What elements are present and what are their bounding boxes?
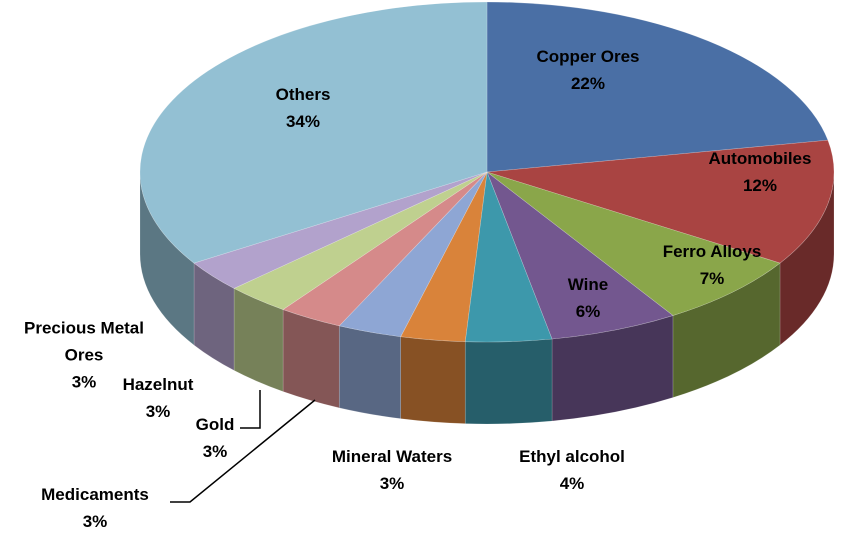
slice-side: [464, 338, 553, 425]
category-label: Wine: [567, 275, 609, 294]
slice-label: Precious Metal Ores 3%: [9, 315, 159, 396]
category-label: Precious Metal Ores: [24, 318, 144, 365]
category-label: Ferro Alloys: [662, 242, 762, 261]
slice: [282, 171, 488, 327]
slice-label: Gold 3%: [196, 411, 235, 465]
value-label: 12%: [742, 176, 778, 195]
slice-side: [400, 336, 466, 424]
slice: [486, 171, 674, 340]
value-label: 34%: [285, 112, 321, 131]
value-label: 3%: [71, 372, 97, 392]
slice: [233, 171, 488, 310]
slice-side: [282, 309, 340, 409]
value-label: 4%: [559, 474, 585, 493]
category-label: Gold: [195, 415, 235, 434]
slice-label: Wine 6%: [568, 271, 608, 325]
slice-label: Ferro Alloys 7%: [663, 238, 762, 292]
slice-label: Medicaments 3%: [41, 481, 149, 535]
slice: [486, 171, 781, 316]
slice-label: Ethyl alcohol 4%: [519, 443, 625, 497]
slice: [486, 1, 829, 173]
slice: [464, 171, 553, 343]
slice-label: Automobiles 12%: [709, 145, 812, 199]
category-label: Automobiles: [708, 149, 812, 168]
slice-label: Hazelnut 3%: [123, 371, 194, 425]
value-label: 3%: [145, 402, 171, 421]
slice: [139, 1, 488, 264]
slice-label: Copper Ores 22%: [537, 43, 640, 97]
value-label: 3%: [379, 474, 405, 493]
slice-label: Mineral Waters 3%: [332, 443, 452, 497]
slice: [338, 171, 488, 337]
category-label: Others: [275, 85, 331, 104]
slice-label: Others 34%: [276, 81, 331, 135]
value-label: 22%: [570, 74, 606, 93]
slice: [400, 171, 488, 342]
category-label: Ethyl alcohol: [519, 447, 625, 466]
leader-line: [240, 390, 261, 429]
value-label: 6%: [575, 302, 601, 321]
value-label: 7%: [699, 269, 725, 288]
value-label: 3%: [82, 512, 108, 531]
slice: [486, 139, 835, 264]
slice-side: [338, 325, 402, 419]
value-label: 3%: [202, 442, 228, 461]
category-label: Copper Ores: [536, 47, 640, 66]
category-label: Hazelnut: [122, 375, 194, 394]
slice: [193, 171, 488, 289]
category-label: Mineral Waters: [331, 447, 453, 466]
category-label: Medicaments: [41, 485, 149, 504]
slice-side: [551, 315, 674, 422]
leader-line: [170, 399, 316, 503]
